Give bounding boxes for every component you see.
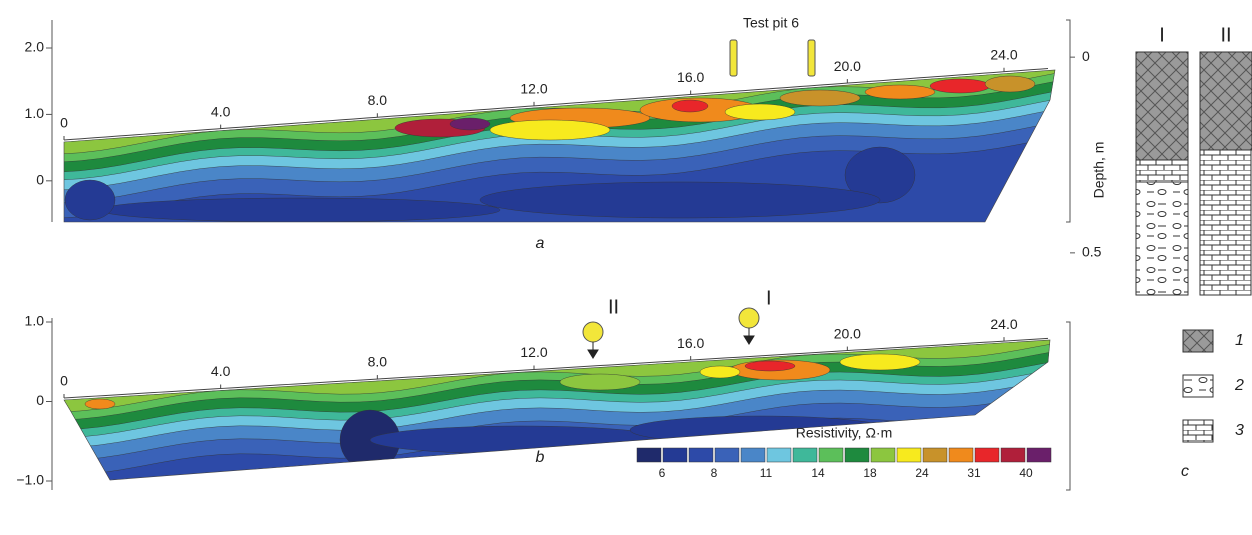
colorbar-swatch xyxy=(793,448,817,462)
marker xyxy=(583,322,603,342)
marker-arrow xyxy=(588,342,598,358)
axis-bracket xyxy=(1066,322,1070,490)
colorbar-tick-label: 8 xyxy=(711,466,718,480)
panel-label: b xyxy=(536,449,545,466)
x-tick-label: 8.0 xyxy=(368,354,388,370)
figure: Test pit 6 a II I b Resistivity, Ω·m I I… xyxy=(0,0,1252,535)
test-pit xyxy=(808,40,815,76)
x-tick-label: 0 xyxy=(60,115,68,131)
axis-title: Depth, m xyxy=(1091,142,1107,199)
colorbar-swatch xyxy=(689,448,713,462)
colorbar-tick-label: 6 xyxy=(659,466,666,480)
colorbar-swatch xyxy=(663,448,687,462)
axis-bracket xyxy=(1066,20,1070,222)
marker-label: I xyxy=(766,287,772,309)
colorbar-swatch xyxy=(1027,448,1051,462)
colorbar-swatch xyxy=(923,448,947,462)
page: Test pit 6 a II I b Resistivity, Ω·m I I… xyxy=(0,0,1252,535)
contour-blob xyxy=(370,426,670,454)
contour-blob xyxy=(65,180,115,220)
contour-blob xyxy=(560,374,640,390)
x-tick-label: 4.0 xyxy=(211,103,231,119)
colorbar-swatch xyxy=(819,448,843,462)
x-tick-label: 0 xyxy=(60,373,68,389)
contour-blob xyxy=(672,100,708,112)
contour-blob xyxy=(745,361,795,371)
layer xyxy=(1136,182,1188,295)
colorbar-swatch xyxy=(871,448,895,462)
y-tick-label: 0 xyxy=(36,392,44,408)
colorbar-swatch xyxy=(845,448,869,462)
contour-blob xyxy=(100,198,500,222)
contour-blob xyxy=(865,85,935,99)
x-tick-label: 16.0 xyxy=(677,335,704,351)
contour-blob xyxy=(930,79,990,93)
x-tick-label: 12.0 xyxy=(520,344,547,360)
y-tick-label: 1.0 xyxy=(25,105,45,121)
colorbar-tick-label: 40 xyxy=(1019,466,1033,480)
y-tick-label: 0 xyxy=(1082,48,1090,64)
colorbar-tick-label: 24 xyxy=(915,466,929,480)
contour-blob xyxy=(480,182,880,218)
colorbar-swatch xyxy=(715,448,739,462)
contour-blob xyxy=(780,90,860,106)
y-tick-label: 2.0 xyxy=(25,39,45,55)
contour-blob xyxy=(700,366,740,378)
layer xyxy=(1200,150,1251,295)
x-tick-label: 8.0 xyxy=(368,92,388,108)
legend-label: 1 xyxy=(1235,332,1244,349)
contour-blob xyxy=(840,354,920,370)
colorbar-swatch xyxy=(637,448,661,462)
x-tick-label: 4.0 xyxy=(211,363,231,379)
layer xyxy=(1136,160,1188,182)
resistivity-section xyxy=(60,65,1060,222)
colorbar-swatch xyxy=(897,448,921,462)
contour-blob xyxy=(85,399,115,409)
legend-swatch xyxy=(1183,420,1213,442)
contour-blob xyxy=(725,104,795,120)
legend-swatch xyxy=(1183,330,1213,352)
colorbar-tick-label: 11 xyxy=(760,466,773,480)
panel-label: c xyxy=(1181,463,1189,480)
legend-swatch xyxy=(1183,375,1213,397)
y-tick-label: 1.0 xyxy=(25,313,45,329)
colorbar-tick-label: 14 xyxy=(811,466,825,480)
column-label: II xyxy=(1220,24,1231,46)
x-tick-label: 16.0 xyxy=(677,69,704,85)
colorbar-swatch xyxy=(1001,448,1025,462)
column-label: I xyxy=(1159,24,1165,46)
colorbar-tick-label: 18 xyxy=(863,466,877,480)
panel-label: a xyxy=(536,235,545,252)
marker-arrow xyxy=(744,328,754,344)
y-tick-label: −1.0 xyxy=(16,472,44,488)
x-tick-label: 24.0 xyxy=(990,46,1017,62)
colorbar-tick-label: 31 xyxy=(967,466,981,480)
contour-blob xyxy=(450,118,490,130)
colorbar-swatch xyxy=(767,448,791,462)
annotation: Test pit 6 xyxy=(743,15,799,31)
contour-blob xyxy=(490,120,610,140)
x-tick-label: 20.0 xyxy=(834,325,861,341)
colorbar-swatch xyxy=(975,448,999,462)
colorbar-swatch xyxy=(741,448,765,462)
test-pit xyxy=(730,40,737,76)
x-tick-label: 24.0 xyxy=(990,316,1017,332)
marker xyxy=(739,308,759,328)
colorbar-swatch xyxy=(949,448,973,462)
y-tick-label: 0.5 xyxy=(1082,244,1102,260)
legend-label: 2 xyxy=(1234,377,1244,394)
y-tick-label: 0 xyxy=(36,172,44,188)
legend-label: 3 xyxy=(1235,422,1244,439)
contour-blob xyxy=(985,76,1035,92)
x-tick-label: 12.0 xyxy=(520,81,547,97)
marker-label: II xyxy=(608,296,619,318)
layer xyxy=(1200,52,1252,150)
x-tick-label: 20.0 xyxy=(834,58,861,74)
layer xyxy=(1136,52,1188,160)
